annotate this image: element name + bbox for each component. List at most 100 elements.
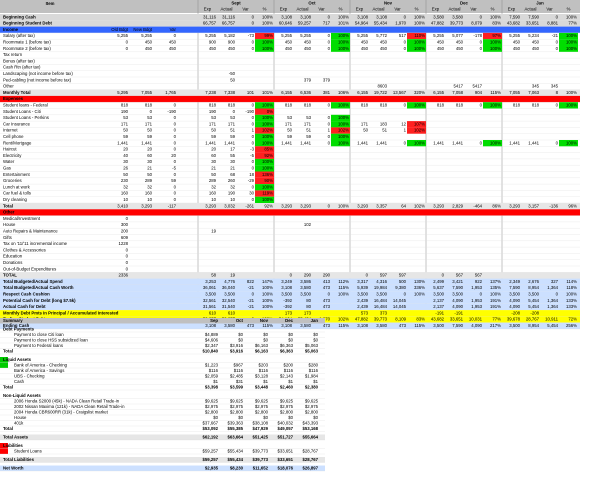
cell: 66,757 [203, 21, 217, 26]
cell: 90% [264, 178, 273, 183]
cell: 102 [304, 222, 312, 227]
cell: 171 [145, 121, 153, 126]
cell: 59 [123, 134, 128, 139]
cell: 2,349 [509, 279, 520, 284]
cell: 597 [399, 273, 407, 278]
percent-highlight [331, 121, 350, 128]
cell: 5,077 [452, 33, 463, 38]
row-label: Entertainment [3, 172, 31, 177]
summary-value: $37,667 [202, 420, 218, 425]
month-name: Jan [536, 1, 544, 6]
cell: Var [170, 27, 177, 32]
cell: 10,031 [469, 317, 483, 322]
cell: 3,108 [281, 14, 292, 19]
cell: 1,441 [117, 140, 128, 145]
percent-highlight [407, 45, 426, 52]
column-header: Exp [204, 7, 212, 12]
row-label: Dry cleaning [3, 197, 27, 202]
cell: 0 [252, 121, 255, 126]
month-name: Sept [231, 1, 241, 6]
cell: 100% [338, 121, 349, 126]
cell: 33,651 [450, 317, 464, 322]
cell: 30 [249, 191, 254, 196]
row-label: Bonus (after tax) [3, 58, 35, 63]
cell: 3,108 [357, 14, 368, 19]
summary-value: $3,916 [230, 348, 244, 353]
cell: 717 [323, 21, 331, 26]
cell: 3,293 [300, 203, 311, 208]
cell: -5 [172, 165, 176, 170]
cell: 80 [306, 298, 311, 303]
cell: 100% [262, 21, 273, 26]
summary-column: Jan [311, 318, 319, 323]
row-label: Tax on '11/'11 incremental income [3, 241, 68, 246]
cell: 119% [262, 191, 273, 196]
cell: 10,911 [545, 317, 558, 322]
row-label: Cash Rtn (after tax) [3, 65, 41, 70]
row-label: Internet [3, 128, 18, 133]
summary-column: Oct [236, 318, 244, 323]
percent-highlight [483, 45, 502, 52]
cell: 373 [380, 310, 388, 315]
cell: 3,293 [205, 203, 216, 208]
cell: 100% [490, 46, 501, 51]
cell: 19,984 [374, 285, 388, 290]
cell: 80 [306, 304, 311, 309]
summary-value: $0 [238, 337, 243, 342]
cell: 8603 [377, 84, 387, 89]
summary-value: $63,664 [227, 434, 243, 439]
cell: 100% [566, 33, 577, 38]
cell: 5417 [472, 84, 482, 89]
cell: 0 [556, 46, 559, 51]
cell: 20 [123, 147, 128, 152]
cell: 0 [366, 273, 369, 278]
row-label: Electricity [3, 153, 22, 158]
cell: 47,882 [355, 317, 369, 322]
summary-value: $116 [259, 368, 269, 373]
cell: 100% [262, 140, 273, 145]
cell: 597 [380, 273, 388, 278]
cell: 610 [228, 310, 236, 315]
cell: 5,255 [281, 33, 292, 38]
summary-value: $9,625 [205, 398, 219, 403]
cell: 450 [228, 46, 236, 51]
cell: 100% [262, 165, 273, 170]
row-label: Medical/Investment [3, 216, 41, 221]
cell: 567 [475, 273, 483, 278]
cell: 147% [262, 279, 273, 284]
cell: 183 [380, 121, 388, 126]
cell: 7,590 [528, 14, 539, 19]
summary-label: Debt Payments [3, 326, 35, 331]
row-label: Groceries [3, 178, 22, 183]
cell: 100% [414, 14, 425, 19]
cell: 60,646 [279, 21, 293, 26]
cell: 32,561 [203, 298, 217, 303]
cell: 0 [556, 39, 559, 44]
cell: 100% [566, 102, 577, 107]
percent-highlight [255, 127, 274, 134]
row-label: Total Budgeted/Actual Cash Worth [3, 285, 74, 290]
summary-value: $2,975 [230, 404, 244, 409]
cell: 1 [404, 128, 407, 133]
cell: 100% [338, 134, 349, 139]
summary-value: $1 [263, 379, 268, 384]
column-header: % [263, 7, 267, 12]
cell: 0 [126, 247, 129, 252]
row-label: Ped-cabling (not income before tax) [3, 77, 72, 82]
row-band [0, 203, 580, 210]
cell: 50 [211, 128, 216, 133]
cell: 900 [209, 39, 217, 44]
summary-value: $53,092 [202, 426, 218, 431]
cell: 4,316 [376, 279, 387, 284]
cell: 100% [338, 33, 349, 38]
percent-highlight [331, 114, 350, 122]
cell: 137% [490, 279, 501, 284]
cell: -191 [435, 310, 444, 315]
cell: 20 [171, 153, 176, 158]
cell: 102% [414, 203, 425, 208]
summary-value: $2,380 [305, 384, 319, 389]
cell: 0 [328, 121, 331, 126]
cell: 3,580 [300, 323, 311, 328]
cell: 289 [145, 178, 153, 183]
summary-label: Bank of America - Savings [14, 368, 64, 373]
